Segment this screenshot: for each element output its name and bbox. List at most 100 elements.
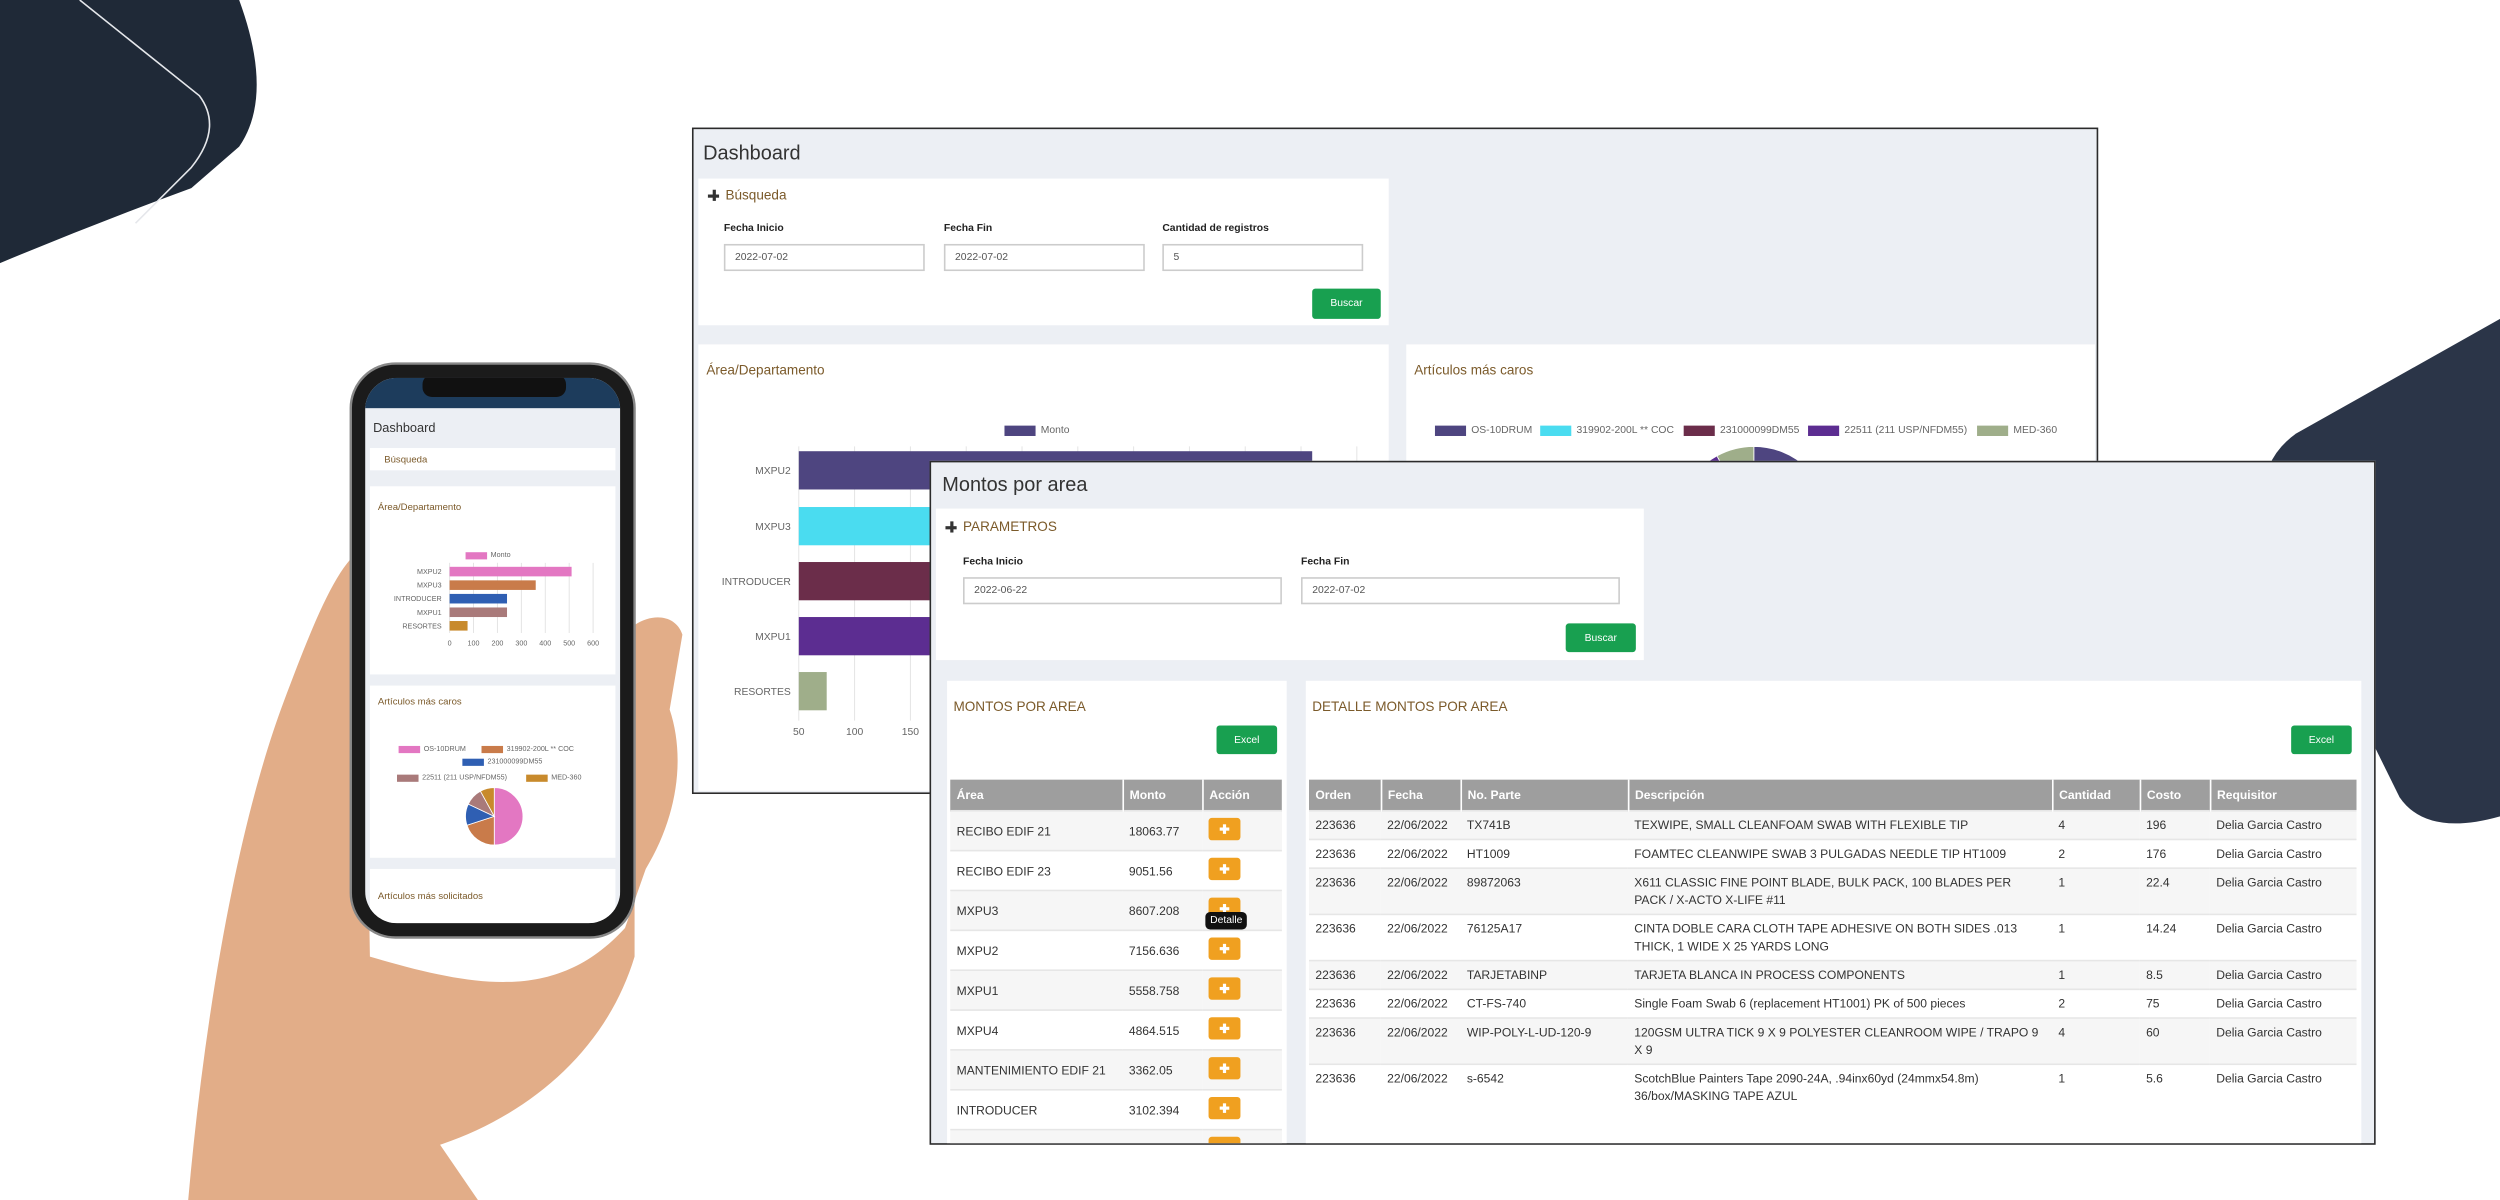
table-cell: 8.5 [2139,959,2210,990]
table-cell: Delia Garcia Castro [2209,1017,2357,1065]
phone-notch [422,377,567,398]
legend-swatch [465,552,488,560]
legend-label: OS-10DRUM [1471,425,1532,436]
table-cell: 223636 [1309,867,1381,915]
table-cell: 223636 [1309,959,1381,990]
legend-label: 231000099DM55 [487,758,542,766]
search-button[interactable]: Buscar [1312,288,1381,319]
phone-card-title: Área/Departamento [378,502,461,513]
action-cell [1202,1049,1282,1090]
table-cell: 22/06/2022 [1380,913,1461,961]
column-header: Acción [1202,779,1283,811]
date-input[interactable]: 2022-07-02 [943,243,1145,272]
tooltip: Detalle [1205,911,1248,930]
excel-button[interactable]: Excel [2291,725,2352,755]
bar [449,607,508,618]
legend-label: 22511 (211 USP/NFDM55) [422,774,507,782]
date-input[interactable]: 2022-06-22 [963,577,1282,605]
action-cell [1202,969,1282,1011]
table-cell: 60 [2139,1017,2210,1065]
y-tick-label: MXPU1 [755,632,791,643]
x-tick-label: 300 [515,640,527,648]
detail-button[interactable] [1208,976,1241,999]
table-row: INTRODUCER 3102.394 [950,1088,1282,1130]
phone-title: Dashboard [373,420,435,435]
table-cell: 223636 [1309,1017,1381,1065]
table-cell: 14.24 [2139,913,2210,961]
card-title: Área/Departamento [706,361,825,378]
x-tick-label: 500 [563,640,575,648]
table-row: 223636 22/06/2022 HT1009 FOAMTEC CLEANWIPE … [1309,838,2357,869]
phone-card-title[interactable]: Búsqueda [384,454,428,465]
excel-button[interactable]: Excel [1216,725,1278,755]
y-tick-label: MXPU3 [755,522,791,533]
detail-button[interactable] [1208,817,1241,840]
table-row: MXPU4 4864.515 [950,1009,1282,1050]
column-header: Fecha [1380,779,1462,811]
table-cell: 5558.758 [1122,969,1203,1011]
table-cell: MXPU4 [950,1009,1123,1050]
table-row: 223636 22/06/2022 TARJETABINP TARJETA BLANC… [1309,959,2357,990]
column-header: No. Parte [1460,779,1629,811]
table-cell: 9051.56 [1122,849,1203,891]
legend-swatch [1977,425,2009,436]
card-title[interactable]: PARAMETROS [945,518,1057,535]
window-title: Dashboard [703,141,801,165]
x-tick-label: 400 [539,640,551,648]
area-table: Área Monto Acción RECIBO EDIF 21 18063.77 REC… [950,779,1283,1144]
card-title-text: PARAMETROS [963,518,1057,535]
x-tick-label: 150 [902,727,920,738]
bar [449,593,508,604]
table-cell: Delia Garcia Castro [2209,867,2357,915]
detail-button[interactable] [1208,1136,1241,1144]
table-row: 223636 22/06/2022 TX741B TEXWIPE, SMALL CLE… [1309,809,2357,840]
detail-button[interactable] [1208,1096,1241,1119]
params-card: PARAMETROS Fecha Inicio 2022-06-22 Fecha… [935,508,1644,661]
column-header: Monto [1122,779,1203,811]
right-shape [2263,318,2500,824]
detail-button[interactable] [1208,936,1241,960]
date-input[interactable]: 2022-07-02 [723,243,925,272]
legend-swatch [462,758,484,766]
x-tick-label: 50 [793,727,805,738]
action-cell [1202,809,1282,851]
detail-button[interactable] [1208,1056,1241,1079]
legend-swatch [526,774,548,782]
y-tick-label: INTRODUCER [394,595,442,603]
y-tick-label: INTRODUCER [722,577,791,588]
area-table-card: MONTOS POR AREA Excel Área Monto Acción REC… [947,680,1287,1144]
y-tick-label: MXPU2 [417,568,442,576]
card-title[interactable]: Búsqueda [707,187,787,202]
table-cell: 22.4 [2139,867,2210,915]
table-cell: 89872063 [1460,867,1628,915]
table-cell: 223636 [1309,913,1381,961]
bar [449,566,572,577]
date-input[interactable]: 2022-07-02 [1301,577,1620,605]
action-cell [1202,929,1282,971]
detail-button[interactable] [1208,856,1241,880]
select-input[interactable]: 5 [1162,243,1364,272]
table-cell: 22/06/2022 [1380,988,1461,1019]
hand [188,548,683,1200]
detail-button[interactable] [1208,1016,1241,1039]
table-row: CUARTO MICROMEDICS2291.013 [950,1128,1282,1144]
pie-slice [479,787,495,817]
legend-label: 319902-200L ** COC [1576,425,1674,436]
table-cell: 75 [2139,988,2210,1019]
legend-swatch [1434,425,1467,436]
table-cell: 22/06/2022 [1380,838,1461,869]
bar [449,621,468,631]
field-label: Fecha Fin [943,223,993,235]
pie-slice [466,815,495,846]
table-cell: FOAMTEC CLEANWIPE SWAB 3 PULGADAS NEEDLE… [1627,838,2052,869]
x-tick-label: 100 [468,640,480,648]
legend-swatch [481,745,504,754]
table-cell: 4 [2051,1017,2140,1065]
column-header: Descripción [1627,779,2053,811]
table-row: RECIBO EDIF 23 9051.56 [950,849,1282,891]
table-cell: MXPU2 [950,929,1123,971]
search-button[interactable]: Buscar [1565,623,1636,653]
